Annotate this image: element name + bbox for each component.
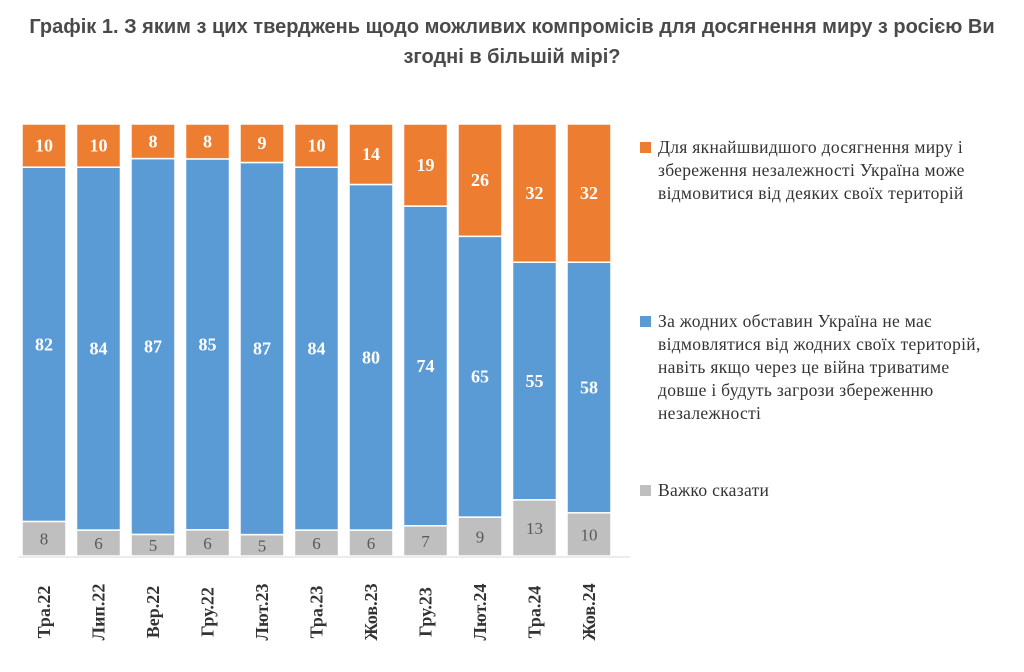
x-tick-label: Лют.24 — [470, 584, 490, 641]
bar-segment-no-concessions — [457, 235, 503, 518]
x-tick-label: Вер.22 — [143, 586, 163, 639]
data-label-hard-to-say: 10 — [581, 525, 598, 544]
bar-segment-no-concessions — [511, 261, 558, 501]
data-label-hard-to-say: 7 — [421, 532, 430, 551]
x-tick-label: Тра.23 — [307, 586, 327, 639]
bar-segment-compromise — [21, 123, 67, 168]
x-tick-label: Тра.22 — [34, 586, 54, 639]
bar-segment-compromise — [184, 123, 231, 160]
data-label-no-concessions: 82 — [35, 334, 53, 354]
bar-segment-compromise — [402, 123, 449, 207]
bar-segment-compromise — [130, 123, 176, 160]
legend-swatch-compromise — [640, 142, 651, 153]
bar-segment-no-concessions — [21, 166, 67, 523]
data-label-no-concessions: 84 — [90, 339, 108, 359]
bar-segment-no-concessions — [130, 157, 176, 536]
legend-swatch-hard-to-say — [640, 485, 651, 496]
data-label-no-concessions: 84 — [308, 339, 326, 359]
data-label-compromise: 9 — [258, 133, 267, 153]
chart-title: Графік 1. З яким з цих тверджень щодо мо… — [29, 16, 995, 68]
bar-segment-compromise — [511, 123, 558, 263]
data-label-hard-to-say: 9 — [476, 528, 485, 547]
bar-segment-compromise — [566, 123, 612, 263]
legend-item-no-concessions: За жодних обставин Україна не має відмов… — [640, 310, 990, 425]
data-label-compromise: 32 — [526, 183, 544, 203]
data-label-hard-to-say: 6 — [312, 534, 321, 553]
legend-swatch-no-concessions — [640, 316, 651, 327]
legend-label-compromise: Для якнайшвидшого досягнення миру і збер… — [658, 137, 965, 203]
data-label-no-concessions: 65 — [471, 367, 489, 387]
bar-segment-hard-to-say — [21, 520, 67, 557]
x-tick-label: Жов.24 — [579, 583, 599, 640]
x-tick-label: Гру.23 — [416, 587, 436, 637]
bar-segment-no-concessions — [239, 161, 285, 536]
x-tick-label: Гру.22 — [198, 587, 218, 637]
bar-segment-no-concessions — [293, 166, 340, 531]
bar-segment-hard-to-say — [75, 529, 122, 557]
x-tick-label: Жов.23 — [361, 583, 381, 640]
legend-label-no-concessions: За жодних обставин Україна не має відмов… — [658, 311, 981, 423]
bar-segment-no-concessions — [402, 205, 449, 527]
data-label-hard-to-say: 13 — [526, 519, 543, 538]
data-label-compromise: 19 — [417, 155, 435, 175]
bar-segment-compromise — [293, 123, 340, 168]
data-label-compromise: 10 — [90, 136, 108, 156]
bar-segment-hard-to-say — [566, 512, 612, 557]
data-label-no-concessions: 58 — [580, 378, 598, 398]
bar-segment-hard-to-say — [348, 529, 394, 557]
data-label-hard-to-say: 6 — [203, 534, 212, 553]
legend-label-hard-to-say: Важко сказати — [658, 480, 770, 500]
x-tick-label: Лип.22 — [89, 584, 109, 641]
data-label-hard-to-say: 5 — [149, 536, 158, 555]
data-label-no-concessions: 74 — [417, 356, 435, 376]
data-label-compromise: 14 — [362, 144, 380, 164]
x-tick-label: Тра.24 — [525, 586, 545, 639]
data-label-hard-to-say: 6 — [94, 534, 103, 553]
data-label-compromise: 10 — [35, 136, 53, 156]
bar-segment-no-concessions — [348, 183, 394, 531]
bar-segment-compromise — [239, 123, 285, 164]
data-label-no-concessions: 87 — [144, 336, 162, 356]
data-label-no-concessions: 55 — [526, 371, 544, 391]
bar-segment-hard-to-say — [511, 499, 558, 557]
data-label-compromise: 26 — [471, 170, 489, 190]
bar-segment-compromise — [348, 123, 394, 186]
data-label-hard-to-say: 6 — [367, 534, 376, 553]
data-label-no-concessions: 80 — [362, 347, 380, 367]
bar-segment-hard-to-say — [402, 525, 449, 557]
bar-segment-compromise — [75, 123, 122, 168]
data-label-compromise: 10 — [308, 136, 326, 156]
data-label-hard-to-say: 5 — [258, 536, 267, 555]
data-label-compromise: 8 — [149, 131, 158, 151]
data-label-no-concessions: 87 — [253, 339, 271, 359]
data-label-compromise: 8 — [203, 131, 212, 151]
x-tick-label: Лют.23 — [252, 584, 272, 641]
bar-segment-compromise — [457, 123, 503, 238]
data-label-hard-to-say: 8 — [40, 530, 49, 549]
data-label-no-concessions: 85 — [199, 334, 217, 354]
data-label-compromise: 32 — [580, 183, 598, 203]
legend-item-hard-to-say: Важко сказати — [640, 479, 990, 502]
bar-segment-no-concessions — [566, 261, 612, 514]
legend-item-compromise: Для якнайшвидшого досягнення миру і збер… — [640, 136, 990, 205]
